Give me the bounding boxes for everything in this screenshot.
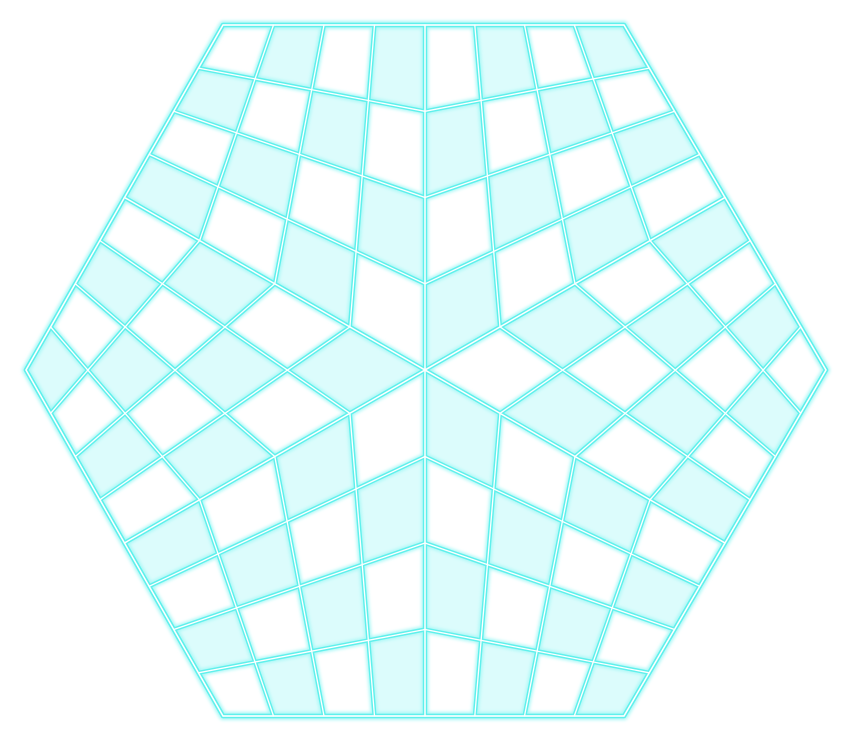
grid-line xyxy=(424,628,650,674)
board-cell[interactable] xyxy=(362,543,425,641)
board-cell[interactable] xyxy=(481,89,550,176)
board-cell[interactable] xyxy=(425,251,500,370)
board-cell[interactable] xyxy=(493,219,575,327)
board-cell[interactable] xyxy=(349,370,425,489)
grid-line xyxy=(424,67,650,112)
board-cell[interactable] xyxy=(311,25,375,101)
board-cell[interactable] xyxy=(474,25,538,101)
grid-line xyxy=(74,283,276,458)
board-cell[interactable] xyxy=(218,132,300,220)
board-cell[interactable] xyxy=(99,197,200,284)
grid-line xyxy=(198,499,275,717)
board-cell[interactable] xyxy=(625,283,726,371)
board-grid-highlights xyxy=(25,24,827,717)
grid-line xyxy=(424,542,676,631)
board-cell[interactable] xyxy=(425,543,488,641)
board-cell[interactable] xyxy=(549,132,632,220)
board-cell[interactable] xyxy=(368,25,425,112)
board-cell[interactable] xyxy=(425,629,482,717)
board-cell[interactable] xyxy=(474,640,538,716)
board-cell[interactable] xyxy=(236,586,312,662)
board-cell[interactable] xyxy=(299,89,369,176)
grid-line xyxy=(49,239,201,414)
board-cell[interactable] xyxy=(612,553,700,630)
board-cell[interactable] xyxy=(255,651,324,716)
grid-line xyxy=(574,283,777,458)
board-outline xyxy=(25,24,827,717)
grid-line xyxy=(197,67,426,112)
board-cell[interactable] xyxy=(362,100,425,198)
board-cell[interactable] xyxy=(493,413,575,522)
board-cell[interactable] xyxy=(425,370,500,489)
board-cell[interactable] xyxy=(524,651,594,716)
board-cell[interactable] xyxy=(537,78,613,155)
board-cell[interactable] xyxy=(524,25,594,90)
board-cell[interactable] xyxy=(612,111,700,187)
board-cell[interactable] xyxy=(149,111,237,187)
board-cell[interactable] xyxy=(425,100,488,198)
grid-line xyxy=(573,24,651,242)
grid-line xyxy=(523,24,576,285)
board-cell[interactable] xyxy=(549,521,632,608)
grid-line xyxy=(274,455,325,717)
board-cell[interactable] xyxy=(99,456,200,544)
board-cell[interactable] xyxy=(125,283,225,371)
board-cell[interactable] xyxy=(236,78,312,155)
board-cell[interactable] xyxy=(299,564,369,652)
board-cell[interactable] xyxy=(274,413,356,522)
board-cell[interactable] xyxy=(218,521,300,608)
board-cell[interactable] xyxy=(650,456,751,544)
grid-line xyxy=(649,326,802,501)
grid-line xyxy=(49,326,201,501)
grid-line xyxy=(573,499,651,717)
board-cell[interactable] xyxy=(149,553,237,630)
board-cell[interactable] xyxy=(537,586,613,662)
board-cell[interactable] xyxy=(368,629,425,717)
board-cell[interactable] xyxy=(725,283,801,371)
board-cell[interactable] xyxy=(481,564,550,652)
grid-line xyxy=(649,239,802,414)
board-cell[interactable] xyxy=(650,197,751,284)
board-cell[interactable] xyxy=(255,25,324,90)
board-cell[interactable] xyxy=(224,283,350,371)
grid-line xyxy=(173,110,426,199)
board-cell[interactable] xyxy=(500,283,626,371)
grid-line xyxy=(198,24,275,242)
board-cell[interactable] xyxy=(349,251,425,370)
grid-line xyxy=(197,628,426,674)
board-cell[interactable] xyxy=(425,25,482,112)
board-cell[interactable] xyxy=(311,640,375,716)
board-cell[interactable] xyxy=(274,219,356,327)
